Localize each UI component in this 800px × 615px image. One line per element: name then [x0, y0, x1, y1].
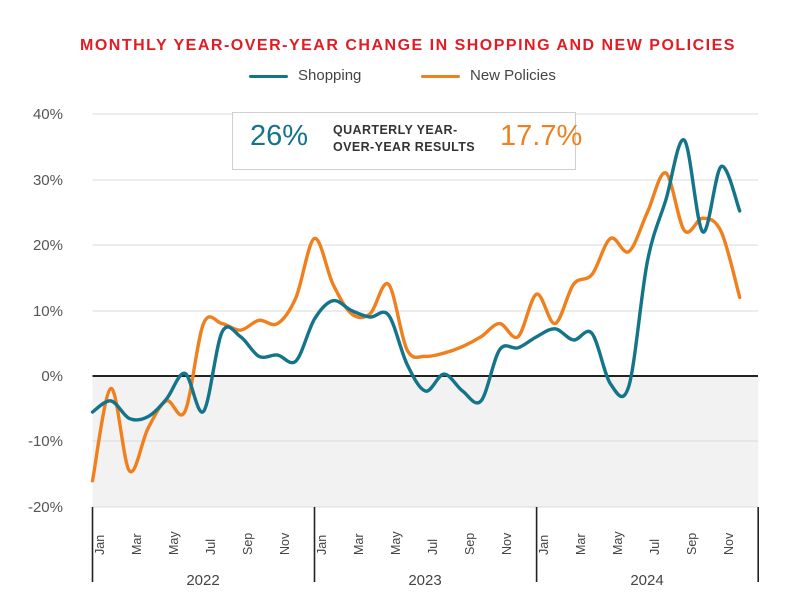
svg-text:-20%: -20% — [28, 499, 63, 516]
svg-text:Mar: Mar — [352, 533, 366, 555]
svg-text:May: May — [611, 531, 625, 555]
svg-text:0%: 0% — [41, 368, 63, 385]
svg-text:Mar: Mar — [130, 533, 144, 555]
svg-text:20%: 20% — [33, 237, 63, 254]
svg-text:Sep: Sep — [241, 533, 255, 555]
svg-text:2024: 2024 — [630, 572, 663, 589]
svg-text:30%: 30% — [33, 172, 63, 189]
svg-text:Sep: Sep — [685, 533, 699, 555]
svg-text:Jan: Jan — [93, 535, 107, 555]
svg-text:May: May — [389, 531, 403, 555]
svg-text:-10%: -10% — [28, 433, 63, 450]
svg-text:10%: 10% — [33, 303, 63, 320]
svg-text:Jan: Jan — [315, 535, 329, 555]
svg-text:May: May — [167, 531, 181, 555]
svg-text:Nov: Nov — [500, 532, 514, 555]
svg-text:40%: 40% — [33, 106, 63, 123]
svg-text:2023: 2023 — [408, 572, 441, 589]
svg-text:Nov: Nov — [722, 532, 736, 555]
svg-text:Mar: Mar — [574, 533, 588, 555]
svg-text:Jul: Jul — [204, 539, 218, 555]
svg-text:Sep: Sep — [463, 533, 477, 555]
svg-text:Jan: Jan — [537, 535, 551, 555]
svg-text:Jul: Jul — [648, 539, 662, 555]
svg-text:2022: 2022 — [186, 572, 219, 589]
svg-text:Nov: Nov — [278, 532, 292, 555]
svg-text:Jul: Jul — [426, 539, 440, 555]
